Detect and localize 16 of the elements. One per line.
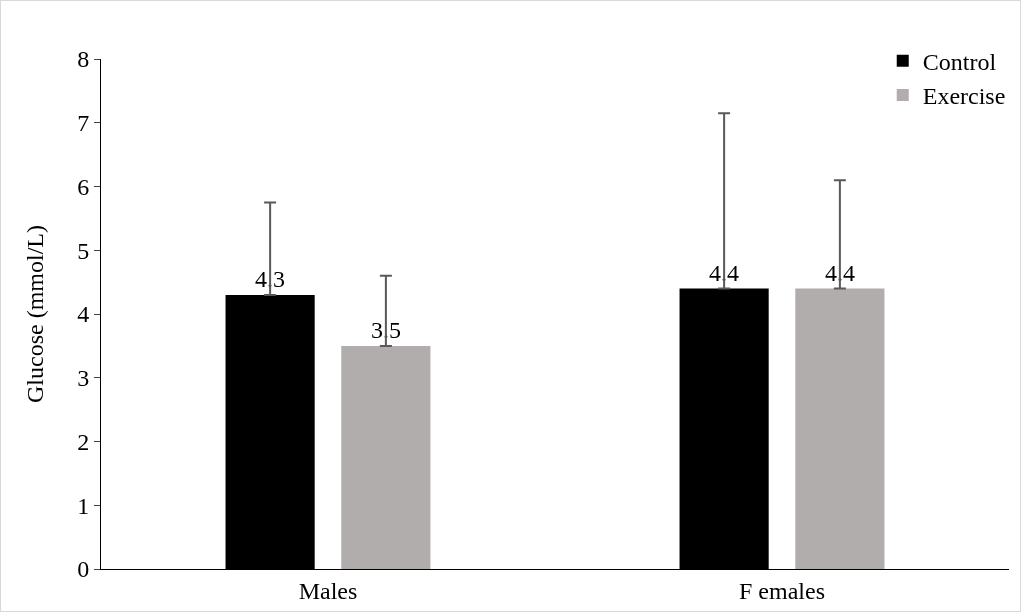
y-tick-label: 3 (77, 365, 90, 392)
legend-label: Exercise (922, 83, 1006, 110)
bar (795, 288, 885, 569)
y-tick-label: 5 (77, 237, 90, 264)
y-tick-label: 6 (77, 173, 90, 200)
y-axis-title: Glucose (mmol/L) (22, 225, 48, 403)
y-tick-label: 8 (77, 46, 90, 73)
y-tick-label: 1 (77, 492, 90, 519)
x-tick-label: F emales (739, 577, 825, 604)
x-tick-label: Males (298, 577, 358, 604)
legend-label: Control (922, 49, 997, 76)
y-tick-label: 2 (77, 428, 90, 455)
bar (341, 345, 431, 569)
y-tick-label: 0 (77, 556, 90, 583)
y-tick-label: 4 (77, 301, 90, 328)
y-tick-label: 7 (77, 110, 90, 137)
